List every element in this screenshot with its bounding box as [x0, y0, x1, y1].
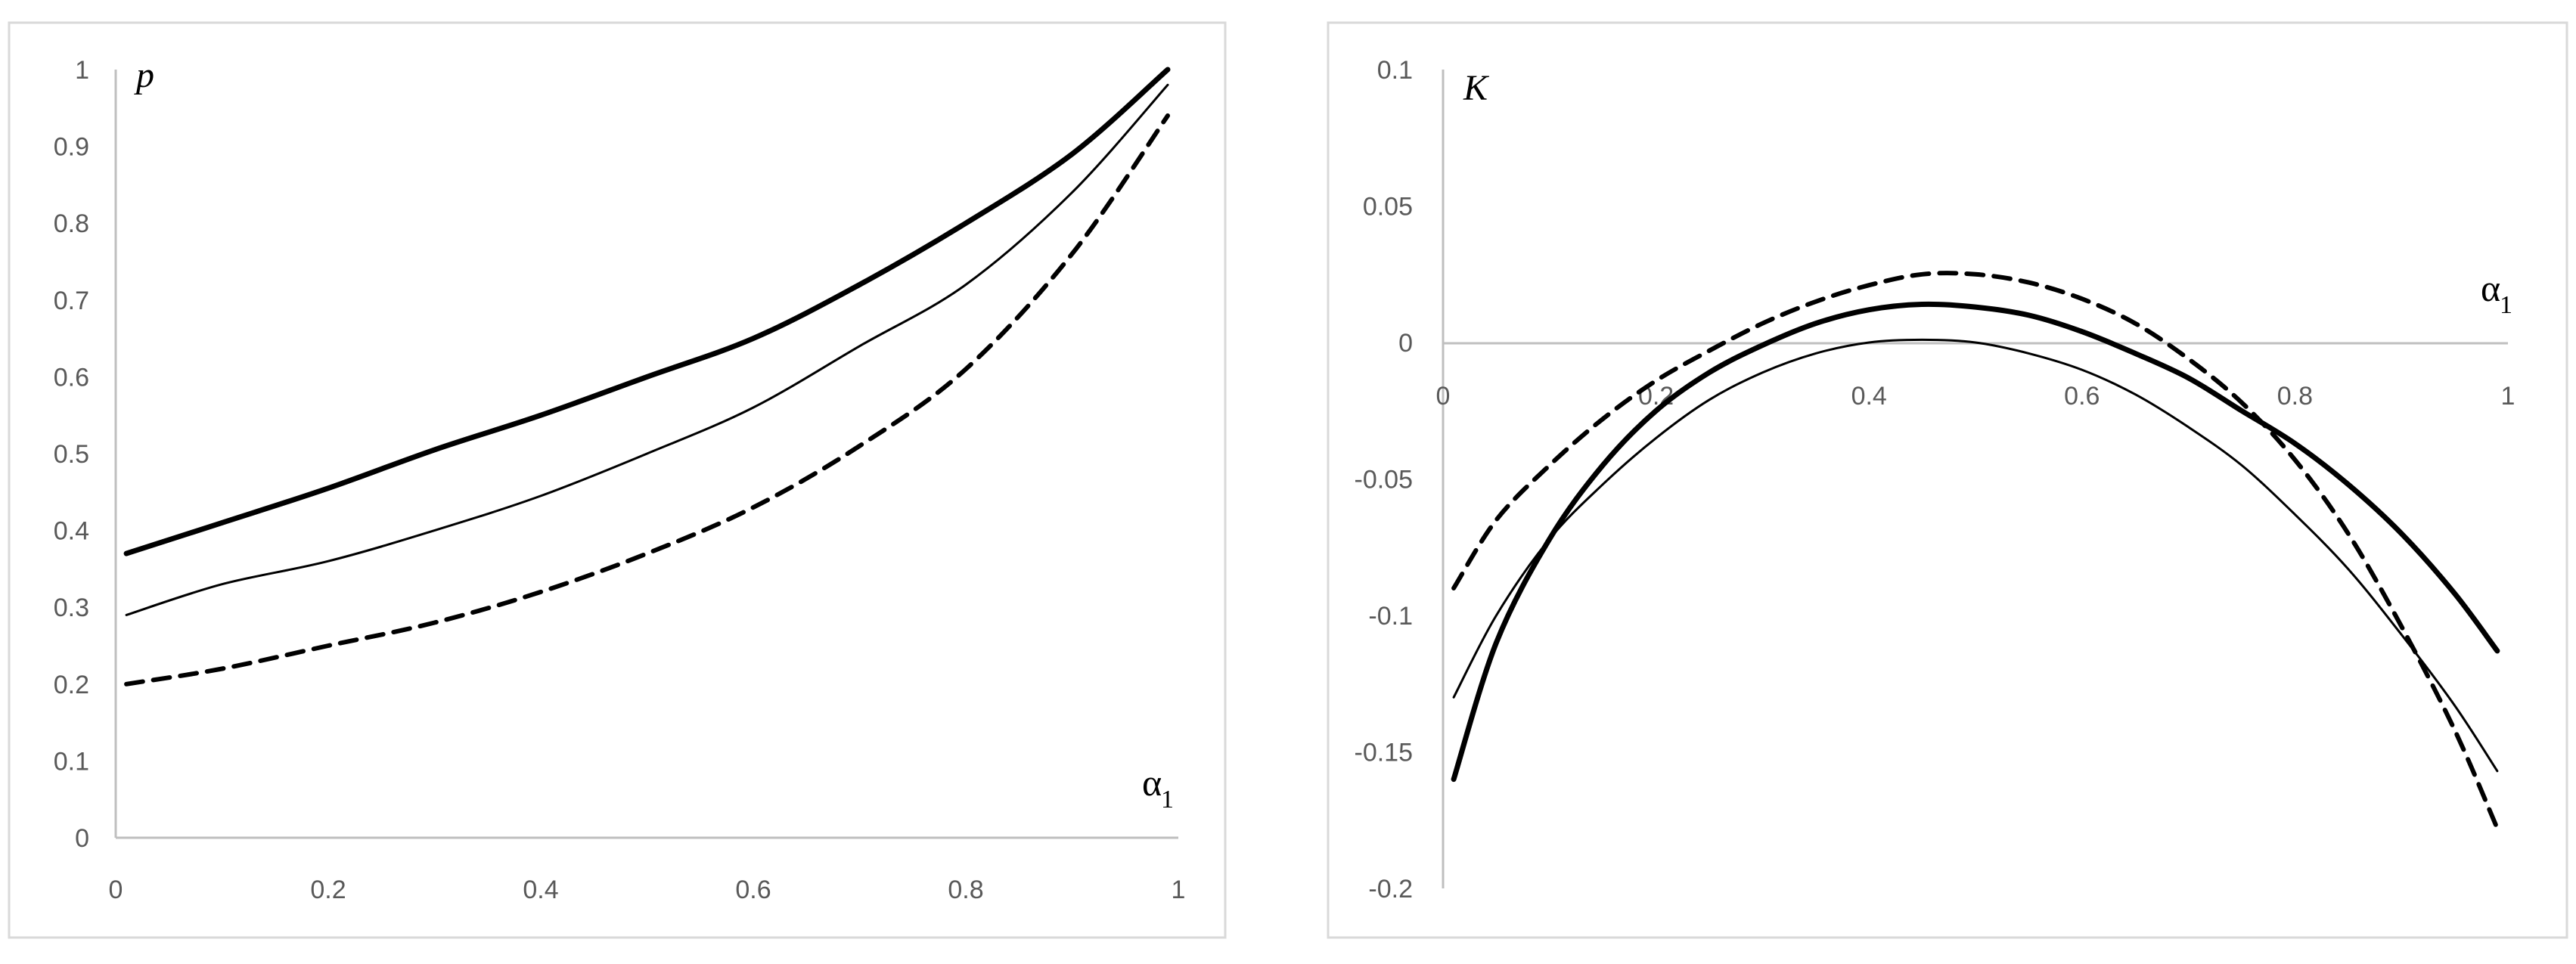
x-tick-label: 0.6 — [2064, 382, 2100, 411]
y-axis-title-right: K — [1463, 68, 1490, 108]
x-tick-label: 0.6 — [735, 876, 771, 904]
series-lines-right — [1451, 271, 2500, 831]
y-tick-label: 0.9 — [54, 133, 89, 162]
x-tick-label: 0 — [109, 876, 123, 904]
series-lines-left — [123, 67, 1171, 687]
y-tick-label: 0.5 — [54, 440, 89, 469]
y-tick-label: 0.2 — [54, 671, 89, 699]
y-tick-label: 0.4 — [54, 517, 89, 546]
x-axis-title-right: α — [2481, 267, 2500, 309]
x-tick-labels-right: 0 0.2 0.4 0.6 0.8 1 — [1436, 382, 2515, 411]
y-axis-title-left: p — [134, 55, 154, 95]
x-tick-label: 0.4 — [523, 876, 558, 904]
x-axis-title-left: α — [1142, 761, 1162, 804]
y-tick-label: 0 — [1398, 329, 1413, 358]
x-tick-label: 0.8 — [948, 876, 983, 904]
chart-frame-right — [1327, 21, 2568, 939]
series-line-thick-solid — [1451, 301, 2500, 783]
series-line-thin-solid — [125, 83, 1169, 616]
chart-frame-left — [8, 21, 1227, 939]
y-tick-label: 0 — [75, 824, 89, 853]
chart-p-vs-alpha: 0 0.1 0.2 0.3 0.4 0.5 0.6 0.7 0.8 0.9 1 0 0.2 0.4 0.6… — [8, 21, 1227, 939]
x-tick-label: 0.2 — [1638, 382, 1674, 411]
y-tick-label: 1 — [75, 56, 89, 85]
chart-k-vs-alpha: -0.2 -0.15 -0.1 -0.05 0 0.05 0.1 0 0.2 0.4 0.6 0.8… — [1327, 21, 2568, 939]
x-tick-label: 0.2 — [310, 876, 346, 904]
y-tick-label: 0.8 — [54, 209, 89, 238]
x-tick-label: 1 — [2501, 382, 2515, 411]
x-tick-label: 0.8 — [2277, 382, 2313, 411]
y-tick-label: 0.05 — [1363, 193, 1413, 222]
y-tick-label: -0.2 — [1368, 875, 1413, 904]
x-tick-label: 0 — [1436, 382, 1451, 411]
y-tick-label: 0.1 — [1377, 56, 1413, 85]
y-tick-label: 0.6 — [54, 363, 89, 392]
x-tick-label: 0.4 — [1851, 382, 1887, 411]
x-tick-label: 1 — [1172, 876, 1186, 904]
series-line-thick-solid — [123, 67, 1171, 556]
y-tick-labels-left: 0 0.1 0.2 0.3 0.4 0.5 0.6 0.7 0.8 0.9 1 — [54, 56, 89, 853]
y-tick-labels-right: -0.2 -0.15 -0.1 -0.05 0 0.05 0.1 — [1355, 56, 1414, 904]
series-line-thin-solid — [1452, 338, 2499, 773]
x-axis-title-sub-right: 1 — [2500, 291, 2512, 319]
series-line-dashed — [124, 113, 1170, 687]
series-line-dashed — [1451, 271, 2500, 831]
y-tick-label: 0.3 — [54, 594, 89, 622]
y-tick-label: -0.05 — [1355, 466, 1414, 494]
y-tick-label: -0.15 — [1355, 739, 1414, 767]
x-axis-title-sub-left: 1 — [1161, 786, 1174, 814]
y-tick-label: 0.7 — [54, 287, 89, 315]
y-tick-label: -0.1 — [1368, 602, 1413, 631]
x-tick-labels-left: 0 0.2 0.4 0.6 0.8 1 — [109, 876, 1186, 904]
y-tick-label: 0.1 — [54, 747, 89, 776]
